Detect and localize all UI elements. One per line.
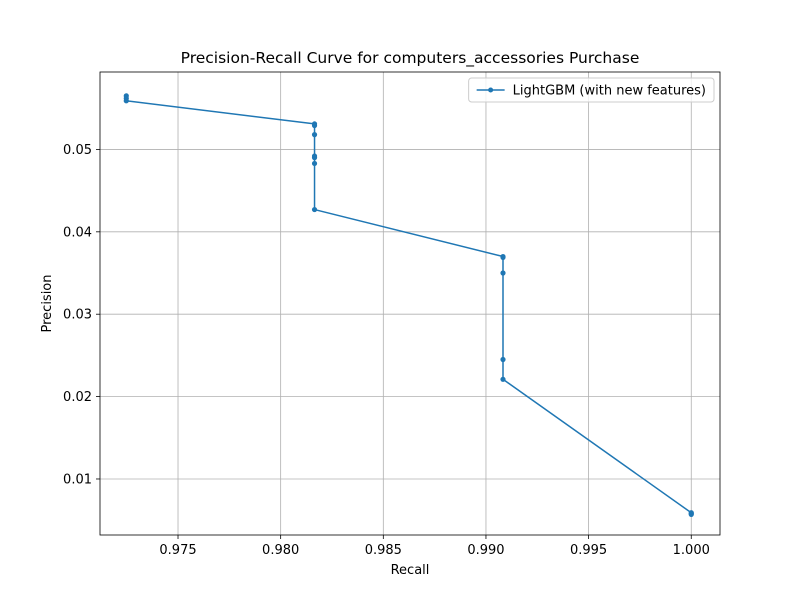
- x-tick-label: 0.980: [262, 543, 299, 558]
- plot-area-frame: [99, 71, 721, 536]
- grid-lines: [100, 72, 720, 535]
- x-tick-label: 0.985: [365, 543, 402, 558]
- chart-title: Precision-Recall Curve for computers_acc…: [181, 49, 640, 68]
- x-tick-label: 0.975: [159, 543, 196, 558]
- data-point: [500, 376, 506, 382]
- x-tick-label: 0.995: [570, 543, 607, 558]
- data-point: [311, 155, 318, 161]
- y-tick-label: 0.02: [63, 390, 92, 405]
- data-point: [500, 356, 506, 363]
- data-point: [500, 270, 506, 276]
- series-line: [125, 95, 693, 515]
- y-tick-label: 0.03: [63, 308, 92, 323]
- data-point: [500, 254, 506, 260]
- data-point: [123, 98, 129, 104]
- x-tick-label: 0.990: [467, 543, 504, 558]
- series-layer: [123, 93, 694, 518]
- legend-dot-marker: [488, 87, 494, 93]
- data-point: [311, 160, 318, 167]
- data-point: [311, 122, 318, 129]
- y-tick-label: 0.04: [63, 225, 92, 240]
- y-axis-ticks: 0.01 0.02 0.03 0.04 0.05: [63, 143, 100, 487]
- legend-box: [468, 77, 715, 103]
- data-point: [688, 511, 694, 518]
- x-axis-label: Recall: [391, 563, 430, 578]
- legend-entry-label: LightGBM (with new features): [513, 84, 706, 99]
- y-tick-label: 0.05: [63, 143, 92, 158]
- legend: LightGBM (with new features): [468, 77, 715, 103]
- x-axis-ticks: 0.975 0.980 0.985 0.990 0.995 1.000: [159, 535, 710, 558]
- y-axis-label: Precision: [40, 274, 55, 332]
- data-point: [311, 132, 318, 138]
- data-point: [311, 206, 318, 213]
- x-tick-label: 1.000: [673, 543, 710, 558]
- y-tick-label: 0.01: [63, 472, 92, 487]
